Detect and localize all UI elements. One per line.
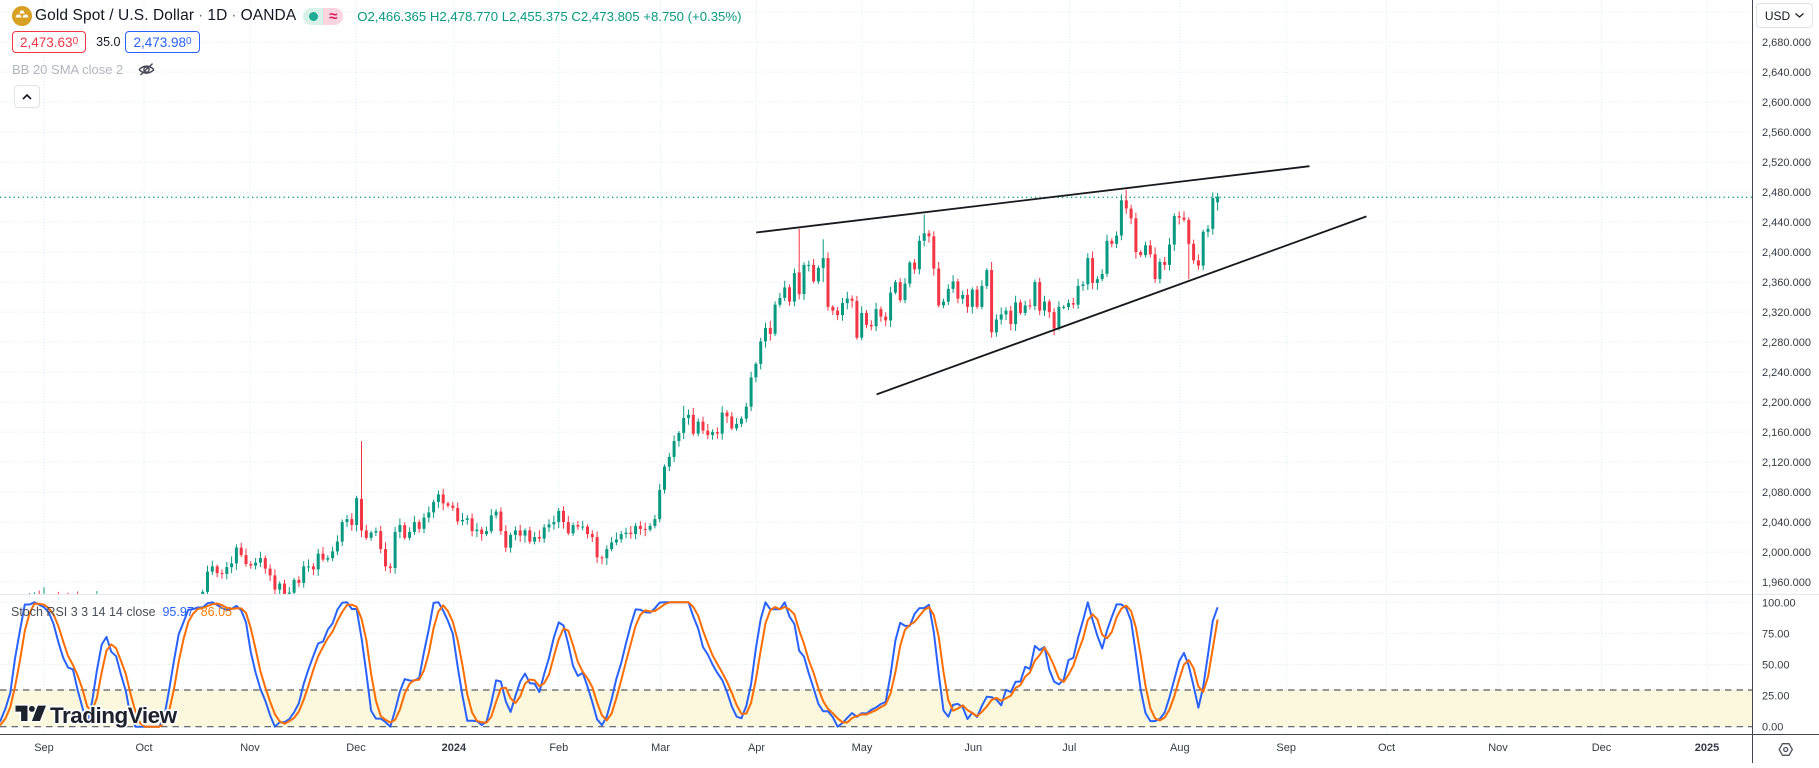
svg-text:2,160.000: 2,160.000 xyxy=(1762,427,1811,439)
svg-text:2,680.000: 2,680.000 xyxy=(1762,37,1811,49)
svg-text:Apr: Apr xyxy=(748,742,765,754)
svg-text:Oct: Oct xyxy=(135,742,152,754)
svg-text:2,520.000: 2,520.000 xyxy=(1762,157,1811,169)
svg-text:2,440.000: 2,440.000 xyxy=(1762,217,1811,229)
svg-text:Feb: Feb xyxy=(549,742,568,754)
svg-text:1,960.000: 1,960.000 xyxy=(1762,577,1811,589)
svg-text:2,280.000: 2,280.000 xyxy=(1762,337,1811,349)
svg-text:Jul: Jul xyxy=(1062,742,1076,754)
svg-text:Dec: Dec xyxy=(346,742,366,754)
svg-text:2025: 2025 xyxy=(1695,742,1719,754)
svg-text:Nov: Nov xyxy=(1488,742,1508,754)
svg-text:TradingView: TradingView xyxy=(50,703,178,728)
svg-text:2,640.000: 2,640.000 xyxy=(1762,67,1811,79)
svg-text:2024: 2024 xyxy=(442,742,467,754)
svg-text:50.00: 50.00 xyxy=(1762,660,1790,672)
svg-text:25.00: 25.00 xyxy=(1762,691,1790,703)
svg-text:2,000.000: 2,000.000 xyxy=(1762,547,1811,559)
svg-text:Oct: Oct xyxy=(1378,742,1395,754)
svg-text:Sep: Sep xyxy=(1276,742,1296,754)
svg-text:75.00: 75.00 xyxy=(1762,628,1790,640)
svg-text:2,320.000: 2,320.000 xyxy=(1762,307,1811,319)
svg-text:May: May xyxy=(852,742,873,754)
svg-text:2,120.000: 2,120.000 xyxy=(1762,457,1811,469)
svg-text:2,360.000: 2,360.000 xyxy=(1762,277,1811,289)
svg-text:2,600.000: 2,600.000 xyxy=(1762,97,1811,109)
svg-text:0.00: 0.00 xyxy=(1762,722,1783,734)
svg-text:2,200.000: 2,200.000 xyxy=(1762,397,1811,409)
svg-text:Aug: Aug xyxy=(1170,742,1190,754)
svg-text:Dec: Dec xyxy=(1592,742,1612,754)
svg-text:Sep: Sep xyxy=(34,742,54,754)
svg-text:2,240.000: 2,240.000 xyxy=(1762,367,1811,379)
svg-text:Jun: Jun xyxy=(964,742,982,754)
svg-text:100.00: 100.00 xyxy=(1762,597,1796,609)
svg-text:2,560.000: 2,560.000 xyxy=(1762,127,1811,139)
svg-text:2,080.000: 2,080.000 xyxy=(1762,487,1811,499)
svg-text:2,040.000: 2,040.000 xyxy=(1762,517,1811,529)
svg-text:2,480.000: 2,480.000 xyxy=(1762,187,1811,199)
svg-text:Nov: Nov xyxy=(240,742,260,754)
svg-text:2,400.000: 2,400.000 xyxy=(1762,247,1811,259)
svg-text:Mar: Mar xyxy=(651,742,670,754)
